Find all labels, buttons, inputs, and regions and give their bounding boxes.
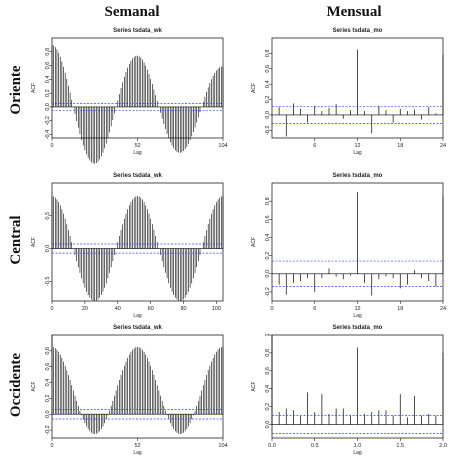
x-tick-label: 20 [82, 306, 88, 312]
y-tick-label: 0.8 [45, 48, 51, 56]
row-header-occidente: Occidente [8, 353, 24, 417]
y-tick-label: 1 [265, 333, 271, 336]
column-header-mensual: Mensual [326, 4, 381, 20]
x-tick-label: 1.5 [396, 443, 404, 449]
x-tick-label: 12 [354, 143, 360, 149]
x-tick-label: 0 [50, 306, 53, 312]
x-tick-label: 0 [270, 306, 273, 312]
y-tick-label: 0.0 [265, 270, 271, 278]
y-axis-label: ACF [31, 382, 37, 392]
x-tick-label: 52 [134, 143, 140, 149]
x-tick-label: 18 [397, 143, 403, 149]
y-tick-label: 0.6 [265, 65, 271, 73]
y-tick-label: 0.0 [265, 421, 271, 429]
y-tick-label: 0.2 [45, 89, 51, 97]
y-tick-label: -0.2 [265, 287, 271, 296]
y-axis-label: ACF [251, 382, 257, 392]
y-tick-label: 0.8 [265, 197, 271, 205]
x-tick-label: 24 [440, 306, 446, 312]
column-header-semanal: Semanal [104, 4, 159, 20]
acf-panel: Series tsdata_wk Lag ACF -0.5 0.0 0.5 0 20 40 60 8… [31, 173, 224, 319]
y-tick-label: 0.0 [45, 410, 51, 418]
y-tick-label: 0.4 [265, 385, 271, 393]
panel-title: Series tsdata_mo [333, 173, 383, 179]
x-tick-label: 0 [50, 143, 53, 149]
y-tick-label: -0.5 [45, 277, 51, 286]
x-tick-label: 60 [148, 306, 154, 312]
y-tick-label: 0.0 [45, 103, 51, 111]
panel-title: Series tsdata_wk [113, 325, 162, 331]
acf-panel: Series tsdata_wk Lag ACF -0.4 -0.2 0.0 0.2 0.4 0… [31, 28, 228, 164]
row-header-oriente: Oriente [8, 65, 24, 114]
x-axis-label: Lag [353, 150, 362, 156]
y-axis-label: ACF [31, 237, 37, 247]
y-tick-label: 0.8 [265, 349, 271, 357]
y-tick-label: 0.6 [45, 363, 51, 371]
y-tick-label: 0.2 [265, 96, 271, 104]
x-tick-label: 52 [134, 443, 140, 449]
y-axis-label: ACF [251, 237, 257, 247]
x-tick-label: 100 [212, 306, 221, 312]
x-tick-label: 18 [397, 306, 403, 312]
x-axis-label: Lag [133, 450, 142, 456]
x-tick-label: 104 [218, 443, 227, 449]
y-tick-label: 0.4 [265, 234, 271, 242]
y-tick-label: 0.2 [265, 252, 271, 260]
y-axis-label: ACF [31, 83, 37, 93]
acf-panel: Series tsdata_mo Lag ACF -0.2 0.0 0.2 0.4 0.6 0.… [251, 28, 446, 156]
acf-panel: Series tsdata_wk Lag ACF -0.2 0.0 0.2 0.4 0.6 0.… [31, 325, 228, 456]
y-tick-label: 0.6 [265, 367, 271, 375]
y-tick-label: -0.2 [45, 116, 51, 125]
y-tick-label: 0.5 [45, 212, 51, 220]
panel-title: Series tsdata_mo [333, 325, 383, 331]
x-tick-label: 1.0 [354, 443, 362, 449]
panel-title: Series tsdata_mo [333, 28, 383, 34]
x-tick-label: 40 [115, 306, 121, 312]
y-tick-label: 0.0 [45, 245, 51, 253]
y-tick-label: 0.4 [265, 80, 271, 88]
x-tick-label: 12 [354, 306, 360, 312]
y-tick-label: 0.8 [45, 347, 51, 355]
x-tick-label: 2.0 [439, 443, 447, 449]
x-axis-label: Lag [353, 450, 362, 456]
y-tick-label: 0.6 [265, 215, 271, 223]
y-tick-label: 0.2 [45, 395, 51, 403]
x-tick-label: 104 [218, 143, 227, 149]
x-tick-label: 6 [313, 143, 316, 149]
x-axis-label: Lag [133, 313, 142, 319]
y-axis-label: ACF [251, 83, 257, 93]
panel-title: Series tsdata_wk [113, 28, 162, 34]
x-tick-label: 6 [313, 306, 316, 312]
y-tick-label: -0.2 [265, 126, 271, 135]
y-tick-label: 0.4 [45, 76, 51, 84]
x-tick-label: 0.0 [268, 443, 276, 449]
y-tick-label: -0.4 [45, 130, 51, 139]
x-tick-label: 0.5 [311, 443, 319, 449]
acf-panels: Series tsdata_wk Lag ACF -0.4 -0.2 0.0 0.2 0.4 0… [31, 28, 447, 456]
y-tick-label: -0.2 [45, 425, 51, 434]
y-tick-label: 0.4 [45, 379, 51, 387]
acf-panel: Series tsdata_mo Lag ACF -0.2 0.0 0.2 0.4 0.6 0.… [251, 173, 446, 319]
y-tick-label: 0.8 [265, 50, 271, 58]
x-axis-label: Lag [353, 313, 362, 319]
x-tick-label: 80 [180, 306, 186, 312]
y-tick-label: 0.6 [45, 62, 51, 70]
x-tick-label: 24 [440, 143, 446, 149]
y-tick-label: 0.0 [265, 111, 271, 119]
x-tick-label: 0 [50, 443, 53, 449]
acf-panel: Series tsdata_mo Lag ACF 0.0 0.2 0.4 0.6 0.8 1 0.… [251, 325, 447, 456]
y-tick-label: 0.2 [265, 403, 271, 411]
row-header-central: Central [8, 215, 24, 264]
panel-title: Series tsdata_wk [113, 173, 162, 179]
x-axis-label: Lag [133, 150, 142, 156]
